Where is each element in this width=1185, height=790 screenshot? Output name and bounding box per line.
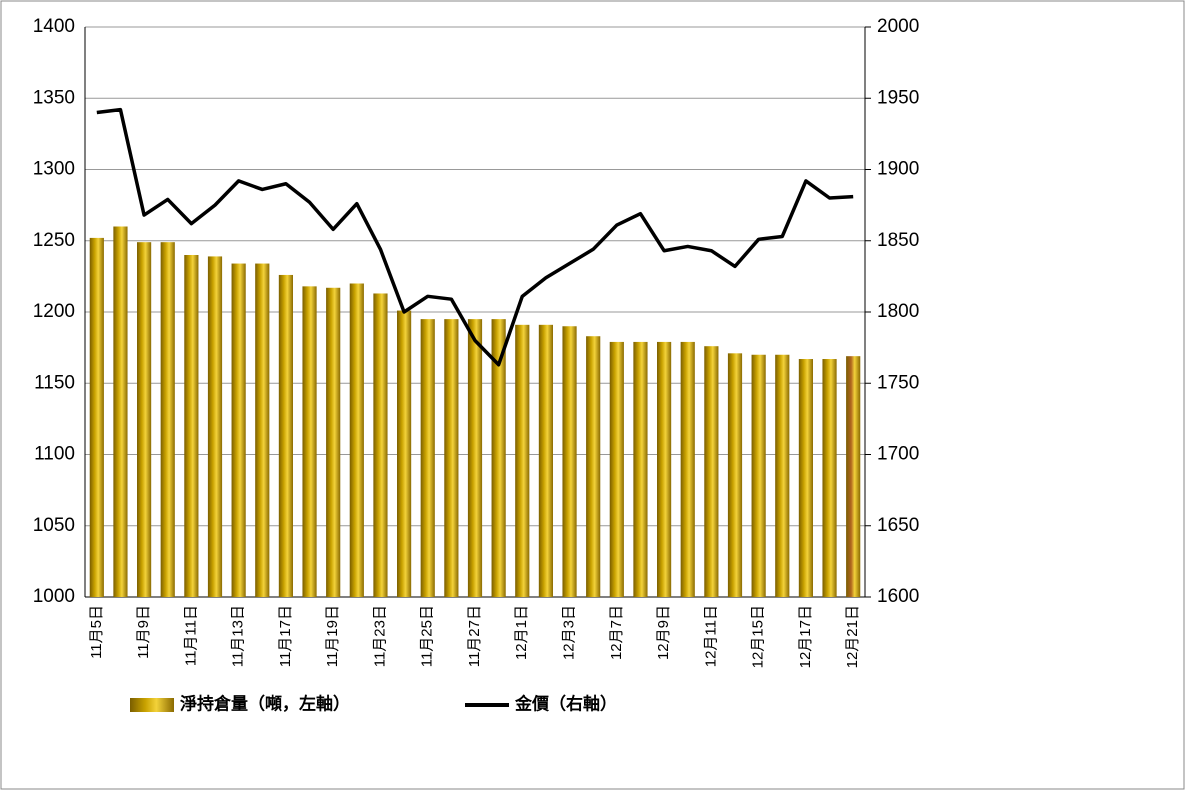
bar — [846, 356, 861, 597]
legend-label: 金價（右軸） — [514, 693, 617, 713]
bar — [775, 354, 790, 597]
bar — [798, 359, 813, 597]
bar — [137, 242, 152, 598]
x-tick-label: 11月13日 — [230, 605, 247, 667]
y-tick-label: 1200 — [33, 301, 75, 322]
x-tick-label: 12月21日 — [844, 605, 861, 668]
bar — [113, 226, 128, 597]
x-tick-label: 12月11日 — [702, 605, 719, 667]
bar — [657, 341, 672, 597]
legend-swatch — [130, 698, 174, 712]
bar — [704, 346, 719, 597]
bar — [751, 354, 766, 597]
y2-tick-label: 1900 — [877, 159, 919, 180]
bar — [160, 242, 175, 598]
y-tick-label: 1100 — [34, 444, 75, 465]
bar — [373, 293, 388, 597]
x-tick-label: 11月17日 — [277, 605, 294, 667]
bar — [397, 310, 412, 597]
bar — [302, 286, 317, 597]
x-tick-label: 11月27日 — [466, 605, 483, 667]
x-tick-label: 11月9日 — [135, 605, 152, 659]
bar — [184, 255, 199, 597]
bar — [727, 353, 743, 597]
line — [96, 107, 854, 367]
bar — [538, 324, 553, 597]
bar — [609, 341, 624, 597]
y-tick-label: 1300 — [33, 159, 75, 180]
x-tick-label: 12月3日 — [561, 605, 578, 660]
bar — [562, 326, 577, 597]
x-tick-label: 11月23日 — [371, 605, 388, 667]
y2-tick-label: 1800 — [877, 301, 919, 322]
bar — [349, 283, 364, 597]
x-tick-label: 12月17日 — [797, 605, 814, 668]
y2-tick-label: 1600 — [877, 586, 919, 607]
bar — [89, 237, 104, 597]
bar — [420, 319, 435, 597]
y2-tick-label: 2000 — [877, 16, 919, 37]
bar — [467, 319, 483, 597]
x-tick-label: 11月5日 — [88, 605, 105, 659]
bar — [515, 324, 530, 597]
y2-tick-label: 1850 — [877, 230, 919, 251]
y-tick-label: 1350 — [33, 87, 75, 108]
bar — [326, 287, 341, 597]
y-tick-label: 1400 — [33, 16, 75, 37]
bar — [444, 319, 459, 597]
y-tick-label: 1050 — [33, 515, 75, 536]
x-tick-label: 12月15日 — [750, 605, 767, 668]
x-tick-label: 11月19日 — [324, 605, 341, 667]
x-tick-label: 12月7日 — [608, 605, 625, 660]
y2-tick-label: 1650 — [877, 515, 919, 536]
bar — [255, 263, 270, 597]
y-tick-label: 1000 — [33, 586, 75, 607]
x-tick-label: 12月9日 — [655, 605, 672, 660]
bar — [231, 263, 246, 597]
bar — [278, 274, 293, 597]
bar — [491, 319, 506, 597]
bar — [207, 256, 223, 597]
legend-label: 淨持倉量（噸，左軸） — [180, 693, 350, 713]
bar — [633, 341, 648, 597]
y2-tick-label: 1750 — [877, 372, 919, 393]
y2-tick-label: 1950 — [877, 87, 919, 108]
bar — [680, 341, 695, 597]
x-tick-label: 11月11日 — [182, 605, 199, 666]
y-tick-label: 1250 — [33, 230, 75, 251]
x-tick-label: 12月1日 — [513, 605, 530, 660]
bar — [822, 359, 837, 597]
y-tick-label: 1150 — [34, 372, 75, 393]
bar — [586, 336, 601, 597]
x-tick-label: 11月25日 — [419, 605, 436, 667]
y2-tick-label: 1700 — [877, 444, 919, 465]
